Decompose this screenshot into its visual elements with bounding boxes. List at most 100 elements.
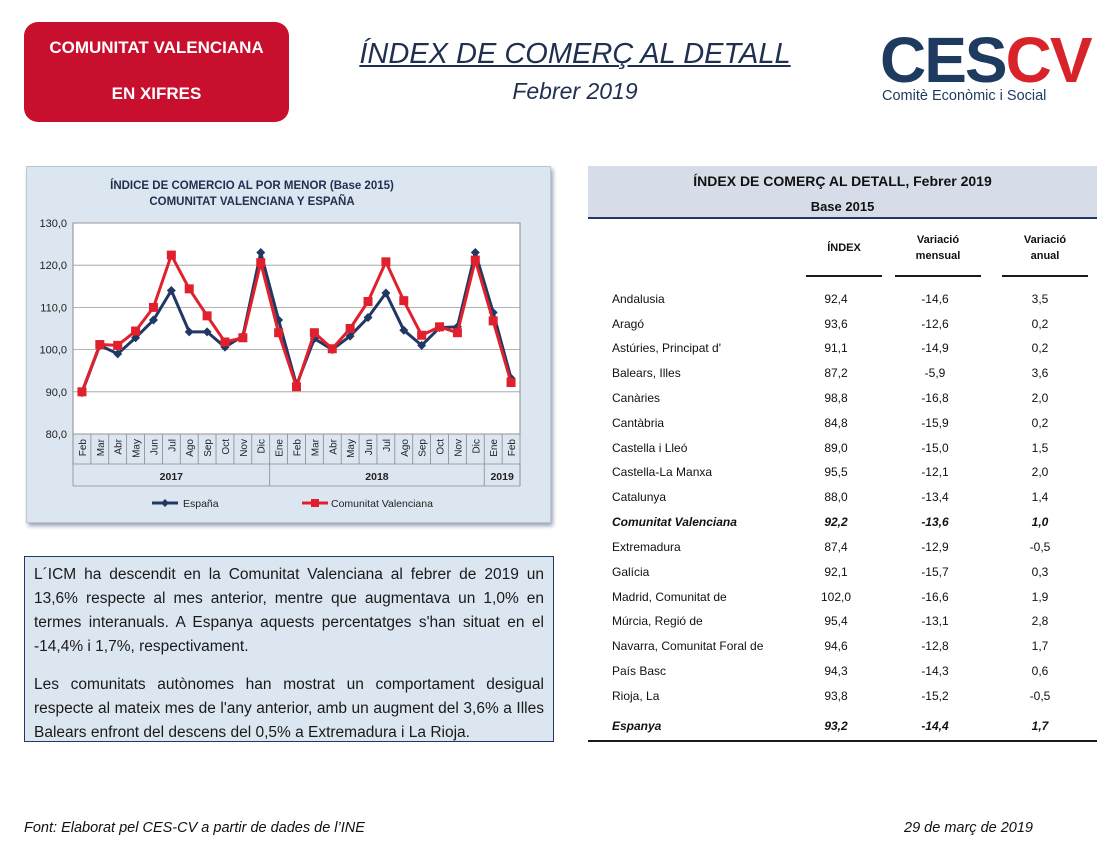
table-row: Balears, Illes 87,2 -5,9 3,6: [612, 366, 1049, 380]
year-label: 2017: [160, 471, 184, 483]
page-subtitle: Febrer 2019: [512, 78, 638, 104]
x-tick-label: Ago: [185, 439, 196, 457]
x-tick-label: May: [132, 439, 143, 458]
table-row: Castella i Lleó 89,0 -15,0 1,5: [612, 441, 1049, 455]
x-tick-label: Feb: [293, 439, 304, 457]
x-tick-label: Ago: [400, 439, 411, 457]
table-base: Base 2015: [810, 199, 875, 214]
data-point-comunitat-valenciana: [292, 382, 301, 392]
table-title: ÍNDEX DE COMERÇ AL DETALL, Febrer 2019: [693, 173, 992, 189]
legend-label: España: [183, 498, 219, 510]
x-tick-label: Jun: [149, 439, 160, 455]
data-point-comunitat-valenciana: [435, 322, 445, 332]
x-tick-label: Abr: [114, 438, 125, 454]
data-point-comunitat-valenciana: [77, 387, 87, 397]
logo-subtitle: Comitè Econòmic i Social: [882, 88, 1047, 104]
data-point-comunitat-valenciana: [452, 328, 462, 338]
table-row: Navarra, Comunitat Foral de 94,6 -12,8 1,7: [612, 639, 1049, 653]
chart-subtitle: COMUNITAT VALENCIANA Y ESPAÑA: [149, 195, 354, 208]
data-point-comunitat-valenciana: [256, 258, 266, 268]
summary-paragraph-2: Les comunitats autònomes han mostrat un …: [34, 676, 544, 741]
x-tick-label: Oct: [436, 439, 447, 455]
data-point-comunitat-valenciana: [506, 378, 516, 388]
data-point-comunitat-valenciana: [417, 330, 427, 340]
table-header: ÍNDEX DE COMERÇ AL DETALL, Febrer 2019 B…: [588, 166, 1097, 219]
table-row: Cantàbria 84,8 -15,9 0,2: [612, 416, 1049, 430]
table-row: Rioja, La 93,8 -15,2 -0,5: [612, 689, 1051, 703]
data-point-comunitat-valenciana: [113, 340, 123, 350]
x-tick-label: Dic: [471, 439, 482, 453]
data-point-espana: [381, 288, 391, 298]
data-point-comunitat-valenciana: [381, 257, 391, 267]
x-tick-label: Ene: [275, 439, 286, 457]
publication-date: 29 de març de 2019: [904, 820, 1033, 836]
table-bottom-rule: [588, 740, 1097, 742]
data-point-comunitat-valenciana: [184, 284, 194, 294]
x-tick-label: Ene: [489, 439, 500, 457]
region-badge: COMUNITAT VALENCIANA EN XIFRES: [24, 22, 289, 122]
x-tick-label: Jul: [382, 439, 393, 452]
col-underline-annual: [1002, 275, 1088, 277]
col-underline-monthly: [895, 275, 981, 277]
data-point-espana: [417, 340, 427, 350]
data-point-espana: [184, 327, 194, 337]
data-point-comunitat-valenciana: [399, 296, 409, 306]
y-tick-label: 130,0: [39, 218, 67, 230]
legend-marker: [161, 499, 169, 507]
data-point-comunitat-valenciana: [166, 250, 176, 260]
data-point-espana: [148, 315, 158, 325]
x-tick-label: Nov: [239, 439, 250, 457]
data-point-espana: [345, 331, 355, 341]
col-header-monthly-1: Variació: [916, 234, 960, 246]
legend-label: Comunitat Valenciana: [331, 498, 433, 510]
chart-panel: ÍNDICE DE COMERCIO AL POR MENOR (Base 20…: [26, 166, 551, 523]
y-tick-label: 110,0: [40, 302, 67, 314]
table-row: Múrcia, Regió de 95,4 -13,1 2,8: [612, 614, 1049, 628]
data-point-comunitat-valenciana: [131, 326, 141, 336]
table-row-highlight: Comunitat Valenciana 92,2 -13,6 1,0: [612, 515, 1049, 529]
y-tick-label: 100,0: [39, 345, 67, 357]
y-tick-label: 80,0: [46, 429, 67, 441]
x-tick-label: Nov: [453, 439, 464, 457]
table-row: País Basc 94,3 -14,3 0,6: [612, 664, 1049, 678]
table-row-total: Espanya 93,2 -14,4 1,7: [612, 719, 1049, 733]
x-tick-label: Jun: [364, 439, 375, 455]
col-underline-index: [806, 275, 882, 277]
x-tick-label: Sep: [203, 439, 214, 457]
data-point-espana: [202, 327, 212, 337]
cescv-logo: CESCV Comitè Econòmic i Social: [880, 28, 1100, 108]
table-row: Galícia 92,1 -15,7 0,3: [612, 565, 1049, 579]
table-row: Aragó 93,6 -12,6 0,2: [612, 317, 1049, 331]
badge-line-2: EN XIFRES: [111, 84, 202, 103]
data-point-espana: [113, 349, 123, 359]
x-tick-label: Oct: [221, 439, 232, 455]
legend-marker: [311, 499, 319, 507]
data-point-espana: [399, 325, 409, 335]
data-point-comunitat-valenciana: [327, 344, 337, 354]
table-row: Canàries 98,8 -16,8 2,0: [612, 391, 1049, 405]
year-label: 2019: [490, 471, 514, 483]
data-point-comunitat-valenciana: [309, 328, 319, 338]
x-tick-label: Jul: [167, 439, 178, 452]
source-note: Font: Elaborat pel CES-CV a partir de da…: [24, 820, 365, 836]
data-point-comunitat-valenciana: [470, 255, 480, 265]
x-tick-label: Feb: [507, 439, 518, 457]
x-tick-label: Sep: [418, 439, 429, 457]
chart-title: ÍNDICE DE COMERCIO AL POR MENOR (Base 20…: [110, 179, 394, 192]
table-row: Castella-La Manxa 95,5 -12,1 2,0: [612, 465, 1049, 479]
col-header-annual-1: Variació: [1023, 234, 1067, 246]
table-row: Catalunya 88,0 -13,4 1,4: [612, 490, 1049, 504]
data-point-espana: [363, 313, 373, 323]
retail-index-line-chart: ÍNDICE DE COMERCIO AL POR MENOR (Base 20…: [39, 179, 521, 510]
data-point-comunitat-valenciana: [202, 311, 212, 321]
data-point-comunitat-valenciana: [148, 302, 158, 312]
page-title: ÍNDEX DE COMERÇ AL DETALL: [359, 38, 791, 70]
data-point-espana: [256, 248, 266, 258]
x-tick-label: Feb: [78, 439, 89, 457]
x-tick-label: Mar: [310, 438, 321, 456]
table-row: Andalusia 92,4 -14,6 3,5: [612, 292, 1049, 306]
summary-paragraph-1: L´ICM ha descendit en la Comunitat Valen…: [34, 566, 544, 655]
data-point-comunitat-valenciana: [238, 333, 248, 343]
x-tick-label: Abr: [328, 438, 339, 454]
data-point-comunitat-valenciana: [488, 316, 498, 326]
